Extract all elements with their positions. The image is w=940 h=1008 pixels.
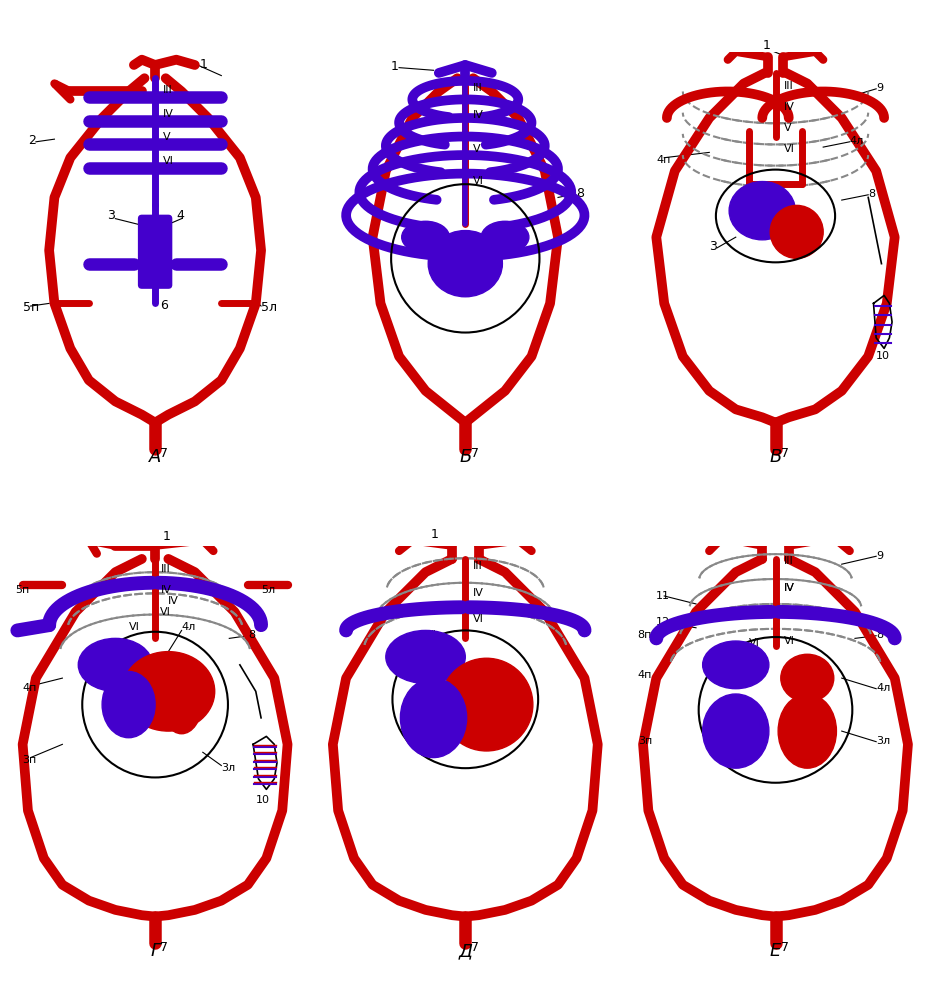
Text: 6: 6 bbox=[161, 298, 168, 311]
Ellipse shape bbox=[440, 658, 533, 751]
Text: 8п: 8п bbox=[637, 630, 652, 640]
Text: IV: IV bbox=[473, 588, 484, 598]
Text: 4л: 4л bbox=[181, 622, 196, 632]
Text: 8: 8 bbox=[576, 187, 585, 201]
Text: V: V bbox=[473, 144, 481, 154]
Text: 7: 7 bbox=[161, 447, 168, 460]
Text: Г: Г bbox=[150, 942, 160, 961]
Text: III: III bbox=[783, 81, 793, 91]
Text: III: III bbox=[473, 561, 483, 572]
Text: 3: 3 bbox=[710, 241, 717, 253]
Ellipse shape bbox=[702, 641, 769, 688]
Text: 5л: 5л bbox=[261, 586, 275, 596]
Text: 4п: 4п bbox=[637, 670, 652, 680]
Text: VI: VI bbox=[426, 630, 436, 640]
Text: 3л: 3л bbox=[876, 736, 890, 746]
Text: Е: Е bbox=[770, 942, 781, 961]
Text: 1: 1 bbox=[762, 39, 770, 52]
Text: 8: 8 bbox=[876, 630, 884, 640]
Text: IV: IV bbox=[783, 583, 794, 593]
Text: 4п: 4п bbox=[23, 683, 37, 694]
FancyBboxPatch shape bbox=[138, 215, 172, 289]
Text: Д: Д bbox=[458, 942, 473, 961]
Text: 3п: 3п bbox=[23, 755, 37, 765]
Text: 1: 1 bbox=[200, 57, 208, 71]
Text: 9: 9 bbox=[876, 551, 884, 560]
Text: IV: IV bbox=[168, 596, 180, 606]
Text: 3л: 3л bbox=[221, 763, 235, 773]
Text: IV: IV bbox=[161, 586, 171, 596]
Text: IV: IV bbox=[473, 110, 484, 120]
Text: 10: 10 bbox=[876, 351, 890, 361]
Text: 1: 1 bbox=[163, 530, 171, 543]
Text: 8: 8 bbox=[869, 190, 875, 200]
Text: III: III bbox=[161, 564, 170, 575]
Text: 2: 2 bbox=[28, 134, 36, 147]
Text: V: V bbox=[783, 123, 791, 133]
Text: 4л: 4л bbox=[850, 136, 864, 146]
Text: 4л: 4л bbox=[876, 683, 890, 694]
Ellipse shape bbox=[78, 638, 152, 691]
Text: III: III bbox=[783, 556, 793, 566]
Ellipse shape bbox=[385, 630, 465, 683]
Text: VI: VI bbox=[783, 144, 794, 154]
Ellipse shape bbox=[162, 675, 201, 734]
Text: 7: 7 bbox=[781, 940, 789, 954]
Text: 10: 10 bbox=[256, 794, 270, 804]
Text: IV: IV bbox=[163, 109, 174, 119]
Text: 7: 7 bbox=[161, 940, 168, 954]
Text: 12: 12 bbox=[656, 617, 670, 627]
Ellipse shape bbox=[702, 694, 769, 768]
Text: 7: 7 bbox=[781, 447, 789, 460]
Text: 3п: 3п bbox=[637, 736, 652, 746]
Ellipse shape bbox=[400, 678, 466, 758]
Text: VI: VI bbox=[129, 622, 139, 632]
Ellipse shape bbox=[401, 222, 449, 253]
Text: VI: VI bbox=[163, 156, 174, 166]
Ellipse shape bbox=[781, 654, 834, 702]
Text: 11: 11 bbox=[656, 591, 670, 601]
Ellipse shape bbox=[429, 231, 502, 296]
Ellipse shape bbox=[102, 671, 155, 738]
Text: 5п: 5п bbox=[15, 586, 29, 596]
Text: V: V bbox=[163, 132, 171, 142]
Text: 7: 7 bbox=[471, 940, 478, 954]
Text: VI: VI bbox=[749, 638, 760, 648]
Text: 4п: 4п bbox=[656, 155, 670, 165]
Ellipse shape bbox=[122, 651, 214, 731]
Text: 8: 8 bbox=[248, 630, 255, 640]
Text: VI: VI bbox=[161, 607, 171, 617]
Text: 3: 3 bbox=[107, 209, 116, 222]
Text: Б: Б bbox=[459, 449, 472, 467]
Text: 9: 9 bbox=[876, 84, 884, 94]
Text: В: В bbox=[769, 449, 782, 467]
Ellipse shape bbox=[729, 181, 795, 240]
Text: 4: 4 bbox=[177, 209, 184, 222]
Text: А: А bbox=[149, 449, 162, 467]
Ellipse shape bbox=[481, 222, 529, 253]
Text: III: III bbox=[163, 85, 173, 95]
Text: VI: VI bbox=[473, 176, 484, 186]
Text: IV: IV bbox=[783, 583, 794, 593]
Text: IV: IV bbox=[783, 102, 794, 112]
Text: III: III bbox=[473, 84, 483, 94]
Text: 5п: 5п bbox=[23, 301, 39, 314]
Ellipse shape bbox=[778, 694, 837, 768]
Text: 1: 1 bbox=[391, 60, 399, 74]
Text: 7: 7 bbox=[471, 447, 478, 460]
Ellipse shape bbox=[770, 206, 823, 258]
Text: VI: VI bbox=[783, 636, 794, 646]
Text: VI: VI bbox=[473, 615, 484, 625]
Text: 1: 1 bbox=[431, 528, 439, 540]
Text: 5л: 5л bbox=[261, 301, 277, 314]
